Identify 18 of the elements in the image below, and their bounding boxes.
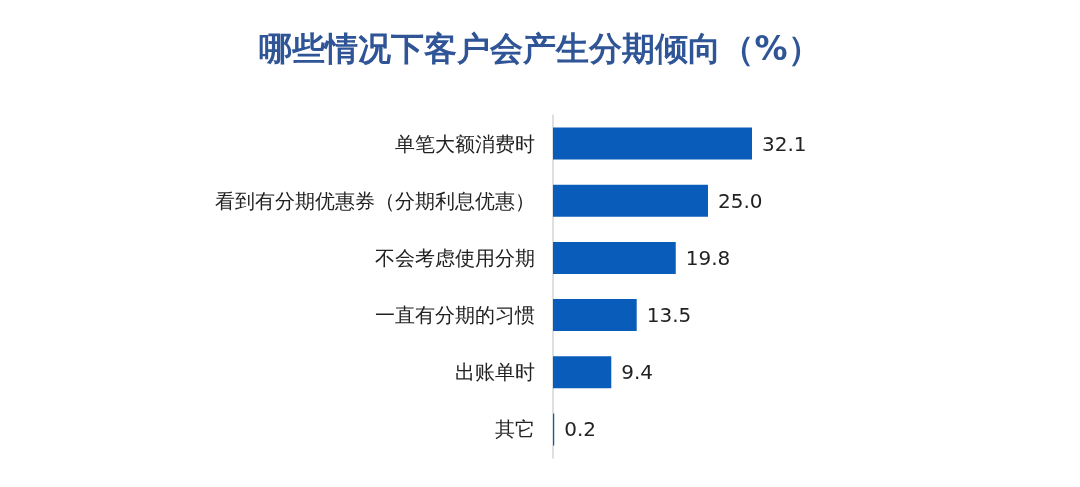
bar — [553, 299, 637, 332]
data-label: 19.8 — [685, 245, 731, 270]
data-label: 13.5 — [646, 303, 692, 328]
y-tick-label: 一直有分期的习惯 — [375, 303, 535, 328]
y-tick-label: 看到有分期优惠券（分期利息优惠） — [215, 188, 535, 213]
data-label: 25.0 — [717, 188, 763, 213]
bar — [553, 356, 612, 389]
data-label: 32.1 — [762, 131, 807, 156]
chart-title: 哪些情况下客户会产生分期倾向（%） — [259, 29, 821, 68]
bar — [553, 127, 752, 160]
y-tick-label: 单笔大额消费时 — [395, 131, 535, 156]
y-tick-label: 出账单时 — [455, 360, 535, 385]
bar — [553, 241, 676, 274]
y-tick-label: 其它 — [495, 417, 535, 442]
data-label: 9.4 — [621, 360, 654, 385]
y-tick-label: 不会考虑使用分期 — [375, 245, 535, 270]
bar — [553, 184, 708, 217]
data-label: 0.2 — [564, 417, 597, 442]
